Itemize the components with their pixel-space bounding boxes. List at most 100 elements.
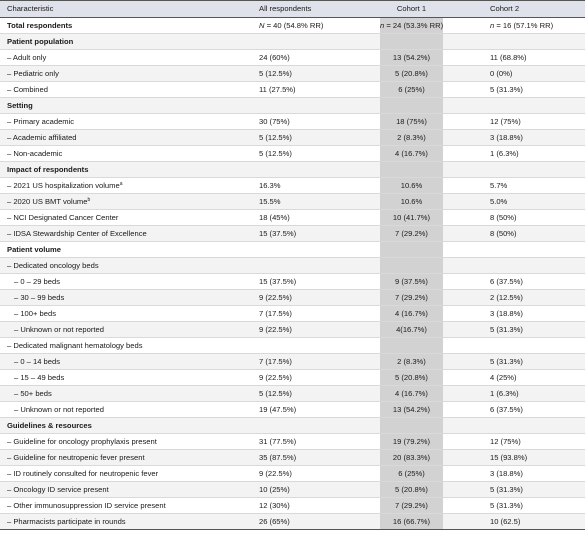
cell-value: 7 (17.5%) — [259, 356, 292, 366]
row-label: – 100+ beds — [0, 305, 222, 322]
row-label: – Unknown or not reported — [0, 321, 222, 338]
cell-value: 4 (16.7%) — [395, 388, 428, 398]
table-row: – Unknown or not reported 9 (22.5%) 4(16.7… — [0, 321, 585, 338]
cell-value: 19 (47.5%) — [259, 404, 297, 414]
cell-value: 5.7% — [490, 180, 508, 190]
cell-all: 5 (12.5%) — [222, 385, 380, 402]
cell-cohort-1 — [380, 97, 443, 114]
row-label: – Guideline for neutropenic fever presen… — [0, 449, 222, 466]
table-row: – 50+ beds 5 (12.5%) 4 (16.7%) 1 (6.3%) — [0, 385, 585, 402]
cell-value: 0 (0%) — [490, 68, 513, 78]
row-label: Total respondents — [0, 17, 222, 34]
table-row: – ID routinely consulted for neutropenic… — [0, 465, 585, 482]
cell-cohort-2: 8 (50%) — [443, 225, 585, 242]
n-value: 24 — [392, 20, 402, 30]
cell-cohort-2 — [443, 417, 585, 434]
row-label: Guidelines & resources — [0, 417, 222, 434]
rr-value: (54.8% RR) — [281, 20, 324, 30]
table-row: – Guideline for oncology prophylaxis pre… — [0, 433, 585, 450]
cell-cohort-2: 1 (6.3%) — [443, 385, 585, 402]
row-label: – 2021 US hospitalization volumea — [0, 177, 222, 194]
cell-value: 12 (75%) — [490, 116, 521, 126]
cell-value: 7 (17.5%) — [259, 308, 292, 318]
cell-value: 5.0% — [490, 196, 508, 206]
cell-value: 7 (29.2%) — [395, 500, 428, 510]
header-all-respondents: All respondents — [222, 0, 380, 18]
row-label: Patient population — [0, 33, 222, 50]
row-label: – 30 – 99 beds — [0, 289, 222, 306]
cell-cohort-1: 7 (29.2%) — [380, 225, 443, 242]
table-row: – Academic affiliated 5 (12.5%) 2 (8.3%) 3 … — [0, 129, 585, 146]
row-label-text: Setting — [7, 100, 33, 110]
cell-cohort-1: 10 (41.7%) — [380, 209, 443, 226]
cell-value: 19 (79.2%) — [392, 436, 431, 446]
table-row: – Dedicated oncology beds — [0, 257, 585, 274]
cell-cohort-1: 20 (83.3%) — [380, 449, 443, 466]
table-row: – Pharmacists participate in rounds 26 (6… — [0, 513, 585, 530]
cell-all: N = 40 (54.8% RR) — [222, 17, 380, 34]
cell-all: 7 (17.5%) — [222, 305, 380, 322]
cell-value: 5 (31.3%) — [490, 356, 523, 366]
cell-cohort-2: 2 (12.5%) — [443, 289, 585, 306]
cell-cohort-1: 10.6% — [380, 177, 443, 194]
row-label: – 0 – 29 beds — [0, 273, 222, 290]
table-row: – Oncology ID service present 10 (25%) 5 (… — [0, 481, 585, 498]
row-label-text: Guidelines & resources — [7, 420, 92, 430]
cell-cohort-2 — [443, 161, 585, 178]
row-label-text: – 0 – 14 beds — [14, 356, 61, 366]
row-label: – 2020 US BMT volumeb — [0, 193, 222, 210]
cell-cohort-2: 10 (62.5) — [443, 513, 585, 530]
cell-cohort-1 — [380, 33, 443, 50]
cell-all: 26 (65%) — [222, 513, 380, 530]
cell-value: 16 (66.7%) — [392, 516, 431, 526]
cell-cohort-1: 6 (25%) — [380, 465, 443, 482]
row-label-text: – Dedicated malignant hematology beds — [7, 340, 143, 350]
cell-all: 16.3% — [222, 177, 380, 194]
cell-value: 2 (8.3%) — [397, 132, 426, 142]
cell-cohort-2: 5 (31.3%) — [443, 497, 585, 514]
cell-value: 4 (16.7%) — [395, 148, 428, 158]
cell-value: 8 (50%) — [490, 212, 517, 222]
cell-value: 18 (45%) — [259, 212, 290, 222]
table-row: – Adult only 24 (60%) 13 (54.2%) 11 (68.8%) — [0, 49, 585, 66]
cell-value: 5 (31.3%) — [490, 324, 523, 334]
cell-cohort-2: 5 (31.3%) — [443, 321, 585, 338]
table-row: – 100+ beds 7 (17.5%) 4 (16.7%) 3 (18.8%) — [0, 305, 585, 322]
cell-cohort-2: 1 (6.3%) — [443, 145, 585, 162]
cell-value: 6 (37.5%) — [490, 276, 523, 286]
row-label: – Unknown or not reported — [0, 401, 222, 418]
cell-cohort-1: 7 (29.2%) — [380, 497, 443, 514]
cell-value: 16.3% — [259, 180, 281, 190]
cell-cohort-1: 7 (29.2%) — [380, 289, 443, 306]
row-label-text: – Non-academic — [7, 148, 63, 158]
cell-value: 2 (12.5%) — [490, 292, 523, 302]
cell-all: 9 (22.5%) — [222, 465, 380, 482]
section-header-row: Setting — [0, 97, 585, 114]
cell-cohort-2: 12 (75%) — [443, 433, 585, 450]
cell-value: 9 (22.5%) — [259, 324, 292, 334]
cell-value: 10 (62.5) — [490, 516, 521, 526]
cell-value: 30 (75%) — [259, 116, 290, 126]
cell-cohort-2 — [443, 337, 585, 354]
header-characteristic: Characteristic — [0, 0, 222, 18]
row-label: – 0 – 14 beds — [0, 353, 222, 370]
cell-all: 11 (27.5%) — [222, 81, 380, 98]
row-label-text: – 15 – 49 beds — [14, 372, 65, 382]
cell-cohort-2: n = 16 (57.1% RR) — [443, 17, 585, 34]
table-body: Total respondents N = 40 (54.8% RR) n = … — [0, 17, 585, 530]
row-label: – Other immunosuppression ID service pre… — [0, 497, 222, 514]
footnote-marker: a — [119, 180, 123, 187]
cell-cohort-2: 5.0% — [443, 193, 585, 210]
cell-cohort-2: 8 (50%) — [443, 209, 585, 226]
row-label: – Pediatric only — [0, 65, 222, 82]
row-label-text: – 100+ beds — [14, 308, 57, 318]
cell-value: 9 (22.5%) — [259, 292, 292, 302]
cell-cohort-2 — [443, 241, 585, 258]
row-label: Setting — [0, 97, 222, 114]
cell-all: 15 (37.5%) — [222, 273, 380, 290]
cell-all — [222, 417, 380, 434]
table-row: – IDSA Stewardship Center of Excellence 1… — [0, 225, 585, 242]
total-respondents-row: Total respondents N = 40 (54.8% RR) n = … — [0, 17, 585, 34]
table-row: – Non-academic 5 (12.5%) 4 (16.7%) 1 (6.3%) — [0, 145, 585, 162]
